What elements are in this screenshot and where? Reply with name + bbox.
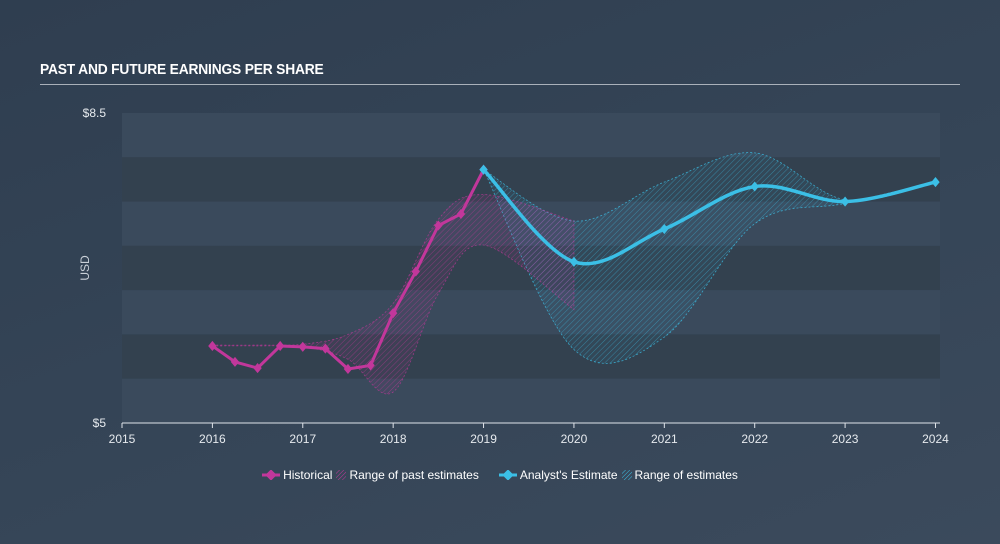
historical-point[interactable]: [366, 360, 375, 371]
plot-band: [122, 378, 940, 423]
legend: Historical Range of past estimates Analy…: [0, 468, 1000, 482]
estimate-point[interactable]: [750, 181, 759, 192]
y-tick-label: $8.5: [83, 106, 107, 120]
estimate-range-hatch-icon: [621, 470, 632, 480]
series-markers: [208, 164, 940, 375]
historical-point[interactable]: [253, 363, 262, 374]
plot-band: [122, 290, 940, 335]
legend-item-historical[interactable]: Historical: [262, 468, 332, 482]
historical-point[interactable]: [321, 343, 330, 354]
estimate-point[interactable]: [479, 164, 488, 175]
y-axis-label: USD: [78, 255, 92, 281]
x-tick-label: 2019: [470, 432, 497, 446]
y-tick-label: $5: [93, 416, 107, 430]
historical-point[interactable]: [434, 220, 443, 231]
historical-point[interactable]: [456, 208, 466, 220]
historical-point[interactable]: [230, 356, 240, 367]
x-tick-label: 2021: [651, 432, 678, 446]
x-tick-label: 2015: [109, 432, 136, 446]
x-tick-label: 2018: [380, 432, 407, 446]
estimate-legend-icon: [498, 470, 517, 480]
legend-label-estimate-range: Range of estimates: [634, 468, 738, 482]
legend-item-estimate[interactable]: Analyst's Estimate: [498, 468, 618, 482]
x-tick-label: 2017: [289, 432, 316, 446]
estimate-point[interactable]: [660, 223, 669, 235]
historical-point[interactable]: [208, 340, 217, 351]
x-tick-label: 2023: [832, 432, 859, 446]
historical-legend-icon: [262, 470, 281, 480]
x-tick-label: 2016: [199, 432, 226, 446]
legend-group-future: Analyst's Estimate Range of estimates: [498, 468, 738, 482]
historical-point[interactable]: [298, 341, 307, 352]
estimate-point[interactable]: [840, 196, 850, 207]
legend-item-estimate-range[interactable]: Range of estimates: [621, 468, 738, 482]
historical-point[interactable]: [411, 266, 420, 277]
legend-label-historical: Historical: [283, 468, 333, 482]
historical-point[interactable]: [343, 363, 353, 375]
chart-title: PAST AND FUTURE EARNINGS PER SHARE: [40, 61, 324, 78]
legend-label-estimate: Analyst's Estimate: [519, 468, 618, 482]
axes: 2015 2016 2017 2018 2019 2020 2021 2022 2023 2024…: [83, 106, 950, 446]
historical-point[interactable]: [388, 308, 398, 319]
legend-label-past-range: Range of past estimates: [349, 468, 479, 482]
historical-point[interactable]: [275, 340, 285, 351]
plot-band: [122, 334, 940, 379]
estimate-point[interactable]: [569, 256, 579, 267]
title-divider: [40, 84, 960, 85]
estimate-point[interactable]: [931, 177, 940, 188]
x-tick-label: 2022: [741, 432, 768, 446]
x-tick-label: 2020: [561, 432, 588, 446]
legend-group-past: Historical Range of past estimates: [262, 468, 479, 482]
legend-item-past-range[interactable]: Range of past estimates: [336, 468, 479, 482]
x-tick-label: 2024: [922, 432, 949, 446]
past-range-hatch-icon: [336, 470, 347, 480]
range-of-past-estimates-area: [211, 194, 575, 395]
plot-band: [122, 113, 940, 158]
